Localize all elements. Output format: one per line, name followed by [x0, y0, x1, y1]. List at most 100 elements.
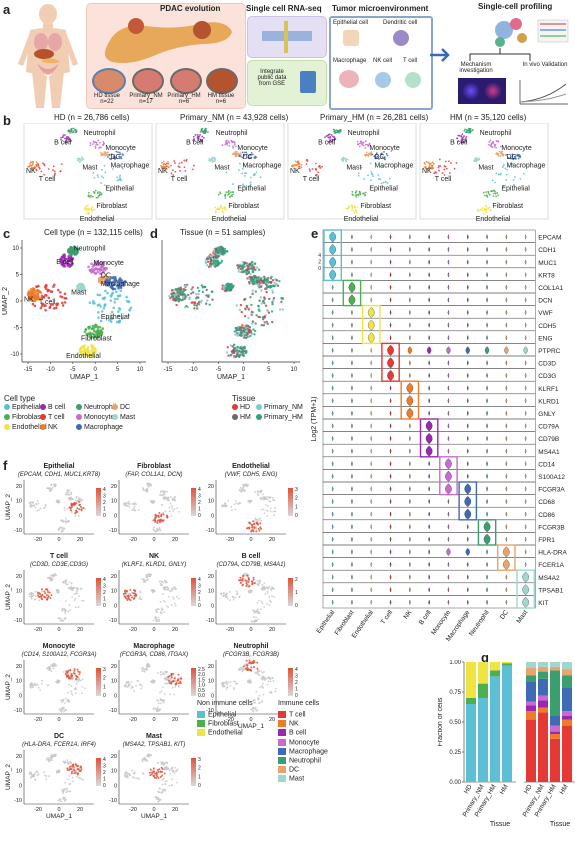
y-tick-label: 0 [211, 693, 214, 699]
legend-label: B cell [48, 404, 65, 411]
violin-shape [506, 323, 507, 328]
violin-shape [448, 512, 449, 517]
legend-entry: DC [112, 404, 130, 411]
category-label: HD [463, 783, 474, 795]
cluster-label: DC [506, 154, 516, 161]
violin-shape [525, 487, 526, 492]
violin-shape [467, 386, 468, 391]
x-tick-label: 0 [152, 537, 155, 543]
y-tick-label: 0 [16, 299, 20, 305]
legend-entry: Primary_HM [256, 414, 303, 421]
violin-shape [448, 398, 449, 403]
y-tick-label: 20 [16, 754, 22, 760]
violin-shape [506, 411, 507, 416]
y-axis-label: UMAP_2 [5, 494, 12, 520]
bar-segment [538, 696, 548, 701]
cluster-label: Mast [82, 164, 97, 171]
violin-shape [525, 562, 526, 567]
bar-segment [466, 698, 476, 704]
celltype-label: Epithelial [315, 609, 336, 635]
x-tick-label: -20 [129, 717, 137, 723]
legend-label: Primary_HM [264, 414, 303, 421]
bar-segment [490, 670, 500, 676]
violin-shape [506, 386, 507, 391]
legend-swatch [76, 424, 82, 430]
legend-entry: T cell [40, 414, 65, 421]
cluster-label: Mast [214, 164, 229, 171]
umap-cluster [240, 291, 283, 324]
violin-shape [525, 449, 526, 454]
violin-shape [484, 521, 491, 532]
feature-cluster [238, 667, 247, 673]
bar-segment [538, 662, 548, 667]
gene-label: CD3D [538, 361, 556, 368]
violin-shape [486, 361, 487, 366]
y-axis-label: UMAP_2 [2, 287, 9, 315]
tme-cell-label: Dendritic cell [383, 20, 417, 26]
violin-shape [407, 408, 414, 419]
violin-shape [525, 272, 526, 277]
violin-shape [446, 548, 450, 556]
violin-shape [332, 562, 333, 567]
legend-label: NK [48, 424, 58, 431]
legend-entry: Endothelial [197, 729, 243, 736]
feature-title: Monocyte [43, 643, 76, 650]
scale-label: 2 [198, 500, 201, 506]
violin-shape [503, 559, 510, 570]
cluster-label: Macrophage [110, 162, 149, 169]
legend-entry: Monocyte [278, 739, 319, 746]
violin-shape [486, 449, 487, 454]
scale-label: 0 [103, 693, 106, 699]
feature-hotspot [152, 512, 168, 524]
scale-label: 2 [103, 770, 106, 776]
violin-shape [332, 398, 333, 403]
violin-shape [390, 335, 391, 340]
violin-shape [332, 587, 333, 592]
violin-shape [390, 298, 391, 303]
violin-shape [351, 310, 352, 315]
x-tick-label: 0 [249, 627, 252, 633]
violin-shape [429, 575, 430, 580]
feature-cluster [266, 586, 275, 593]
violin-shape [351, 474, 352, 479]
violin-shape [525, 411, 526, 416]
violin-shape [486, 298, 487, 303]
violin-shape [409, 310, 410, 315]
violin-shape [408, 347, 412, 355]
legend-entry: Macrophage [278, 748, 328, 755]
feature-cluster [159, 580, 168, 586]
bar-segment [478, 698, 488, 782]
feature-cluster [61, 608, 71, 614]
microscopy-image [458, 78, 506, 104]
violin-grid: EPCAMCDH1MUC1KRT8COL1A1DCNVWFCDH5ENGPTPR… [311, 230, 567, 643]
violin-shape [332, 436, 333, 441]
violin-shape [426, 433, 433, 444]
scale-label: 1 [295, 590, 298, 596]
violin-shape [371, 260, 372, 265]
violin-shape [506, 285, 507, 290]
feature-title: DC [54, 733, 64, 740]
cluster-label: Neutrophil [216, 130, 248, 137]
x-tick-label: -20 [34, 717, 42, 723]
gene-label: EPCAM [538, 235, 561, 242]
violin-shape [351, 499, 352, 504]
macrophage-icon [339, 70, 359, 88]
cluster-label: Monocyte [501, 145, 531, 152]
violin-shape [390, 323, 391, 328]
cluster-label: Epithelial [237, 186, 266, 193]
legend-swatch [278, 729, 286, 736]
violin-shape [371, 474, 372, 479]
feature-title: Endothelial [232, 463, 270, 470]
bar-segment [550, 739, 560, 782]
violin-shape [390, 562, 391, 567]
bar-segment [526, 711, 536, 719]
scale-label: 0 [198, 603, 201, 609]
bar-segment [478, 662, 488, 684]
violin-shape [390, 411, 391, 416]
violin-shape [467, 298, 468, 303]
violin-shape [525, 373, 526, 378]
violin-shape [506, 461, 507, 466]
violin-shape [390, 247, 391, 252]
